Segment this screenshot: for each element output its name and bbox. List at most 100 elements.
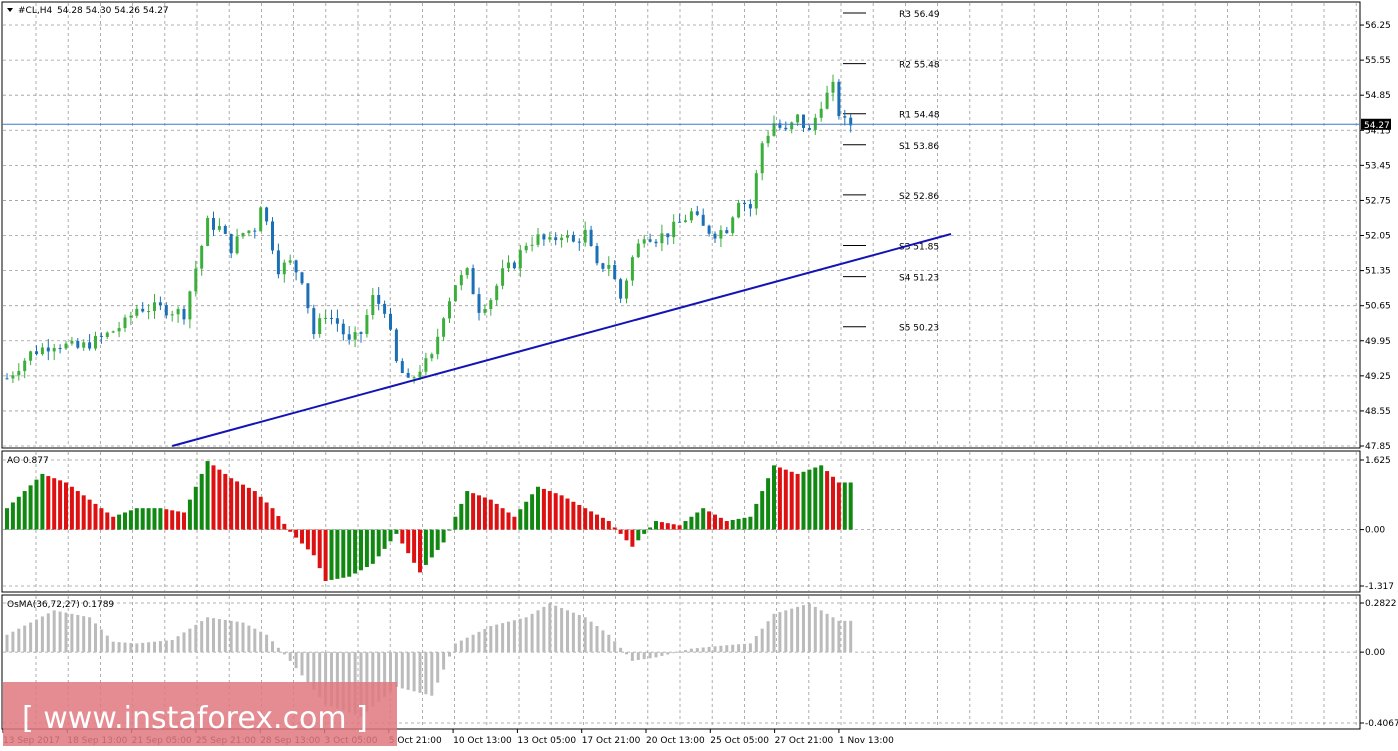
candle-body — [713, 233, 717, 239]
candle-body — [17, 371, 21, 376]
osma-bar — [554, 605, 558, 653]
ao-bar — [665, 523, 670, 530]
candle-body — [453, 285, 457, 302]
osma-bar — [11, 631, 15, 653]
osma-bar — [595, 626, 599, 653]
candle-body — [666, 233, 670, 238]
ao-bar — [488, 499, 493, 530]
candle-body — [418, 371, 422, 378]
ao-histogram — [5, 461, 853, 581]
candle-body — [188, 291, 192, 320]
ao-bar — [246, 487, 251, 530]
ao-bar — [536, 486, 540, 530]
osma-bar — [695, 648, 699, 653]
osma-bar — [341, 652, 345, 711]
osma-bar — [217, 619, 221, 653]
ao-bar — [10, 502, 15, 530]
price-axis-label: 1.625 — [1365, 456, 1391, 466]
ao-bar — [512, 516, 517, 530]
candle-body — [524, 245, 528, 251]
ao-bar — [459, 503, 464, 530]
candle-body — [560, 237, 564, 241]
ao-bar — [477, 495, 481, 530]
candle-body — [253, 230, 257, 232]
osma-bar — [642, 652, 646, 660]
ao-bar — [69, 486, 74, 530]
candle-body — [164, 305, 168, 316]
ao-bar — [241, 484, 245, 530]
osma-bar — [383, 652, 387, 697]
ao-bar — [199, 473, 204, 530]
candle-body — [341, 323, 345, 335]
price-axis-label: -1.317 — [1365, 582, 1394, 592]
ao-bar — [193, 486, 198, 530]
osma-bar — [312, 652, 316, 690]
osma-bar — [489, 626, 493, 653]
ao-bar — [500, 508, 505, 530]
price-axis-label: 55.55 — [1365, 56, 1391, 66]
candle-body — [689, 211, 693, 221]
osma-panel-title: OsMA(36,72,27) 0.1789 — [7, 600, 114, 610]
candle-body — [743, 202, 746, 205]
osma-bar — [678, 651, 682, 653]
osma-bar — [5, 634, 9, 653]
ao-bar — [164, 509, 169, 530]
osma-bar — [636, 652, 640, 660]
ao-bar — [211, 465, 216, 530]
osma-bar — [241, 622, 245, 653]
trendline[interactable] — [171, 233, 952, 447]
candle-body — [430, 354, 434, 359]
osma-bar — [88, 617, 92, 653]
ao-bar — [583, 508, 588, 530]
candle-body — [512, 262, 516, 269]
candle-body — [819, 108, 823, 118]
ao-bar — [689, 516, 694, 530]
price-axis-label: 56.25 — [1365, 21, 1391, 31]
ao-bar — [359, 529, 363, 571]
candle-body — [94, 335, 97, 349]
candle-body — [400, 361, 404, 373]
osma-bar — [689, 648, 693, 653]
candle-body — [548, 237, 552, 240]
osma-bar — [784, 610, 788, 653]
osma-bar — [188, 628, 192, 653]
osma-bar — [105, 635, 109, 653]
osma-bar — [170, 639, 174, 653]
candle-body — [64, 343, 68, 349]
candle-body — [294, 260, 298, 273]
osma-bar — [731, 644, 735, 653]
candle-body — [737, 202, 741, 218]
candle-body — [353, 332, 357, 340]
candle-body — [318, 318, 322, 334]
chevron-down-icon[interactable] — [7, 8, 13, 12]
candle-body — [766, 135, 770, 144]
price-axis-label: -0.4067 — [1365, 719, 1398, 729]
ao-bar — [140, 508, 145, 530]
candle-body — [613, 264, 617, 280]
time-axis-label: 20 Oct 13:00 — [646, 736, 705, 746]
ao-bar — [99, 508, 104, 530]
ao-bar — [258, 496, 263, 530]
ao-bar — [589, 511, 594, 530]
candle-body — [654, 241, 658, 244]
osma-bar — [442, 652, 446, 670]
candle-body — [701, 214, 705, 226]
ao-bar — [718, 517, 723, 530]
ao-bar — [471, 493, 476, 530]
osma-bar — [436, 652, 440, 683]
candle-body — [276, 250, 280, 275]
osma-bar — [465, 637, 469, 653]
ao-bar — [612, 527, 617, 530]
pivot-label: S5 50.23 — [899, 324, 939, 334]
osma-bar — [619, 647, 623, 653]
ao-bar — [146, 508, 151, 530]
osma-bar — [524, 617, 528, 653]
osma-bar — [82, 616, 86, 653]
ao-bar — [748, 516, 753, 530]
ao-bar — [382, 529, 387, 549]
candle-body — [282, 262, 286, 275]
candle-body — [88, 342, 92, 349]
ao-panel-frame — [1, 450, 1361, 593]
price-axis-label: 52.05 — [1365, 232, 1391, 242]
